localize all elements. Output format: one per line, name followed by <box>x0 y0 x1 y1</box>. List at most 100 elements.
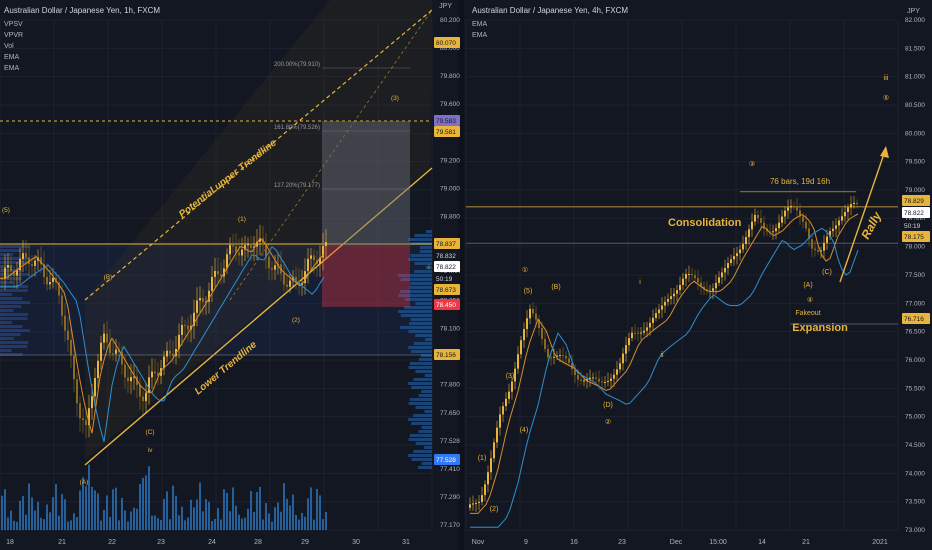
volume-bar <box>199 482 201 530</box>
candle-body <box>100 342 102 361</box>
volume-bar <box>220 519 222 530</box>
vp-bar <box>0 265 13 268</box>
indicator-label[interactable]: EMA <box>472 21 488 28</box>
candle-body <box>499 414 501 428</box>
candle-body <box>169 350 171 354</box>
candle-body <box>472 503 474 505</box>
indicator-label[interactable]: Vol <box>4 43 14 50</box>
indicator-label[interactable]: EMA <box>472 32 488 39</box>
indicator-label[interactable]: EMA <box>4 65 20 72</box>
candle-body <box>514 368 516 382</box>
volume-bar <box>259 486 261 530</box>
price-tag <box>434 37 460 48</box>
candle-body <box>613 374 615 379</box>
wave-label: ② <box>605 418 611 426</box>
pane-divider[interactable] <box>458 0 464 550</box>
volume-bar <box>286 498 288 530</box>
volume-bar <box>202 511 204 530</box>
candle-body <box>214 271 216 277</box>
indicator-label[interactable]: EMA <box>4 54 20 61</box>
candle-body <box>646 327 648 331</box>
volume-bar <box>178 515 180 530</box>
candle-body <box>208 290 210 302</box>
candle-body <box>88 408 90 426</box>
ema-slow-line <box>0 245 325 442</box>
annotation-consolidation: Consolidation <box>668 217 742 229</box>
vp-bar <box>411 386 432 389</box>
volume-bar <box>274 507 276 530</box>
indicator-label[interactable]: VPSV <box>4 21 23 28</box>
volume-bar <box>217 508 219 530</box>
vp-bar <box>0 313 29 316</box>
volume-bar <box>289 505 291 530</box>
candle-body <box>685 273 687 279</box>
vp-bar <box>418 466 432 469</box>
volume-bar <box>82 477 84 530</box>
candle-body <box>586 379 588 381</box>
volume-bar <box>85 486 87 530</box>
wave-label: (5) <box>2 207 10 214</box>
vp-bar <box>400 278 432 281</box>
x-tick-label: 30 <box>352 539 360 546</box>
candle-body <box>541 327 543 339</box>
candle-body <box>592 377 594 379</box>
candle-body <box>238 252 240 256</box>
target-zone <box>322 121 410 245</box>
volume-bar <box>91 486 93 530</box>
candle-body <box>703 286 705 290</box>
candle-body <box>772 231 774 233</box>
candle-body <box>127 377 129 382</box>
stop-zone <box>322 245 410 307</box>
annotation-expansion: Expansion <box>792 322 848 334</box>
candle-body <box>67 330 69 341</box>
candle-body <box>121 352 123 365</box>
candle-body <box>82 418 84 421</box>
x-tick-label: 9 <box>524 539 528 546</box>
candle-body <box>727 263 729 269</box>
volume-bar <box>121 497 123 530</box>
candle-body <box>235 246 237 253</box>
candle-body <box>304 271 306 284</box>
y-tick-label: 77.170 <box>440 522 460 529</box>
candle-body <box>52 277 54 283</box>
y-tick-label: 78.500 <box>905 215 925 222</box>
volume-bar <box>151 515 153 530</box>
candle-body <box>493 442 495 459</box>
candle-body <box>22 253 24 259</box>
ema-fast-line <box>470 213 859 514</box>
right-currency-label: JPY <box>907 8 920 15</box>
vp-bar <box>408 366 432 369</box>
candle-body <box>847 207 849 212</box>
candle-body <box>781 216 783 223</box>
volume-bar <box>19 500 21 530</box>
candle-body <box>778 222 780 229</box>
candle-body <box>784 210 786 217</box>
volume-bar <box>55 484 57 530</box>
x-tick-label: 18 <box>6 539 14 546</box>
vp-bar <box>0 281 14 284</box>
annotation-rally: Rally <box>858 208 884 241</box>
candle-body <box>10 264 12 272</box>
candle-body <box>178 334 180 350</box>
vp-bar <box>408 402 432 405</box>
candle-body <box>601 381 603 383</box>
candle-body <box>607 380 609 382</box>
y-tick-label: 79.500 <box>905 159 925 166</box>
volume-bar <box>40 517 42 530</box>
candle-body <box>19 258 21 271</box>
indicator-label[interactable]: VPVR <box>4 32 23 39</box>
candle-body <box>109 342 111 354</box>
candle-body <box>610 378 612 381</box>
vp-bar <box>409 286 432 289</box>
candle-body <box>550 357 552 359</box>
volume-bar <box>160 519 162 530</box>
volume-bar <box>184 520 186 530</box>
fib-label: 161.80%(79.526) <box>274 125 320 131</box>
candle-body <box>841 216 843 221</box>
x-tick-label: 24 <box>208 539 216 546</box>
candle-body <box>538 319 540 328</box>
price-tag <box>902 220 930 231</box>
candle-body <box>112 353 114 355</box>
candle-body <box>676 290 678 294</box>
